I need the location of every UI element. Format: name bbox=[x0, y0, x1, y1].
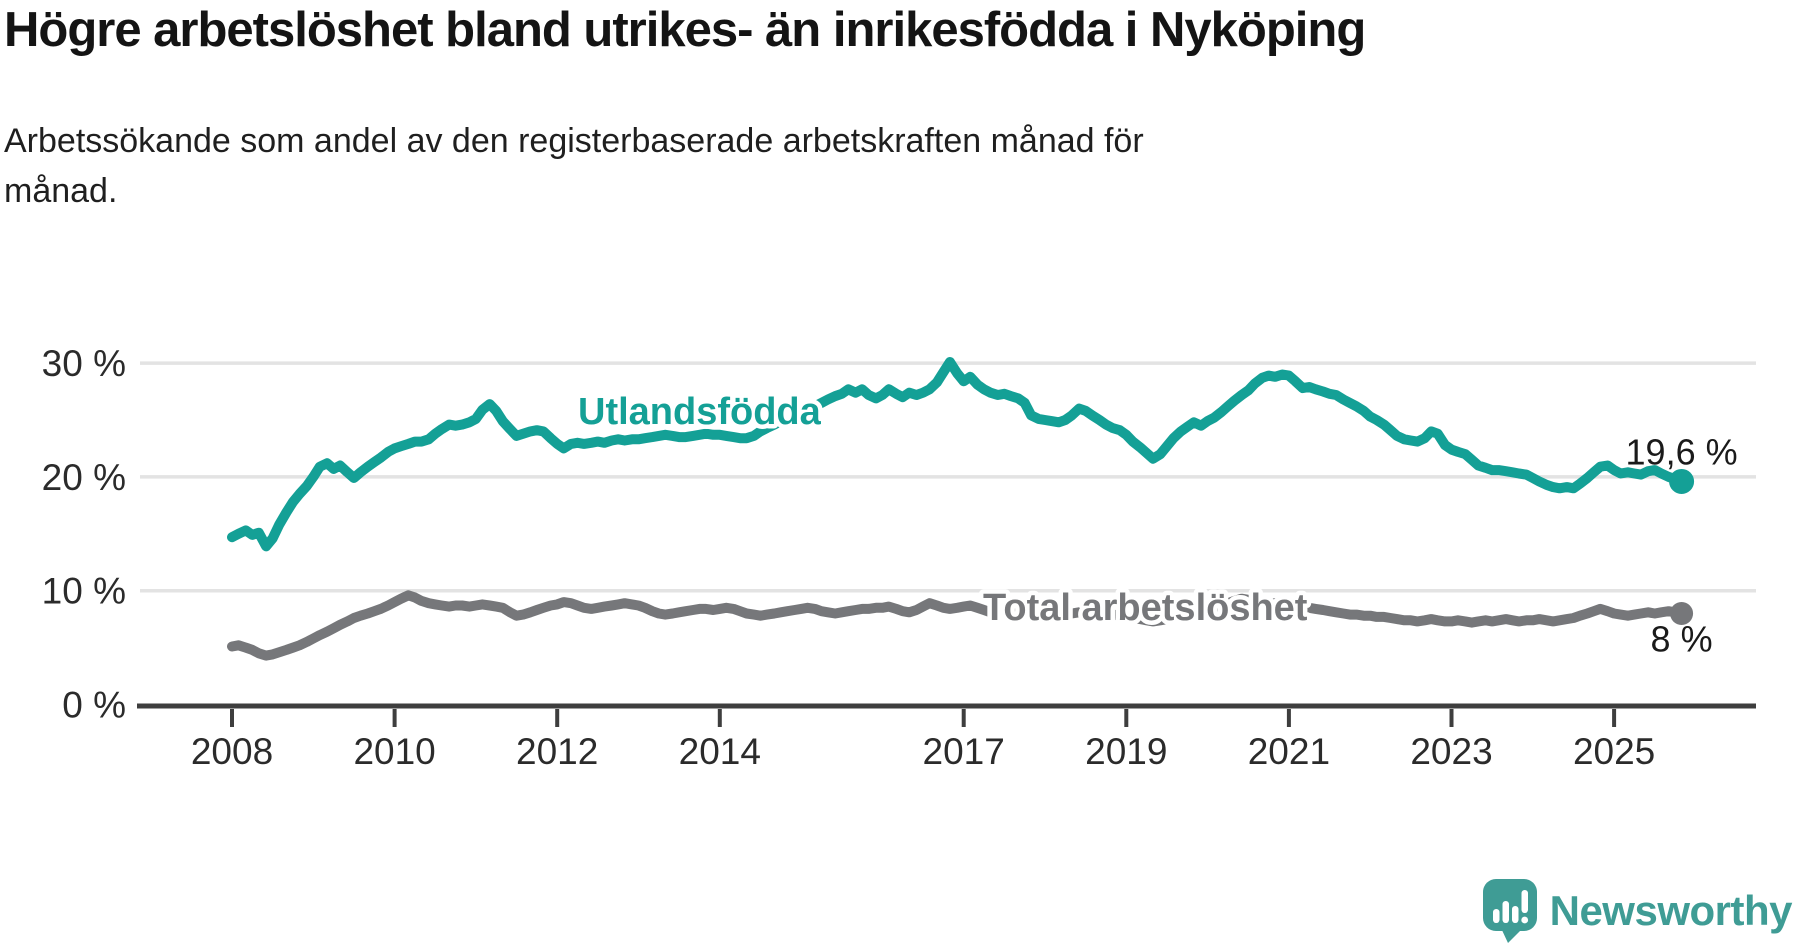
page-title: Högre arbetslöshet bland utrikes- än inr… bbox=[4, 3, 1366, 57]
chart-subtitle-line-1: Arbetssökande som andel av den registerb… bbox=[4, 122, 1144, 160]
x-axis-label: 2023 bbox=[1410, 731, 1492, 772]
x-axis-label: 2017 bbox=[923, 731, 1005, 772]
chart-subtitle: Arbetssökande som andel av den registerb… bbox=[4, 116, 1144, 216]
x-axis-label: 2021 bbox=[1248, 731, 1330, 772]
end-point-marker-utlandsfodda bbox=[1669, 468, 1695, 494]
y-axis-label: 10 % bbox=[42, 571, 126, 612]
end-value-label-total: 8 % bbox=[1651, 618, 1713, 659]
end-point-marker-total bbox=[1670, 601, 1694, 625]
chart-subtitle-line-2: månad. bbox=[4, 172, 118, 210]
newsworthy-logo: Newsworthy bbox=[1482, 878, 1793, 944]
logo-exclamation-bar bbox=[1521, 890, 1528, 913]
x-axis-label: 2019 bbox=[1085, 731, 1167, 772]
logo-exclamation-dot bbox=[1520, 916, 1528, 924]
newsworthy-logo-text: Newsworthy bbox=[1549, 887, 1793, 934]
series-label-total: Total arbetslöshet bbox=[983, 587, 1308, 629]
logo-bar-1 bbox=[1492, 909, 1500, 923]
y-axis-label: 30 % bbox=[42, 343, 126, 384]
end-value-label-utlandsfodda: 19,6 % bbox=[1626, 431, 1738, 472]
logo-bar-3 bbox=[1511, 906, 1519, 923]
newsworthy-logo-icon bbox=[1482, 879, 1537, 943]
series-line-total bbox=[227, 590, 1687, 661]
x-axis-label: 2008 bbox=[191, 731, 273, 772]
x-axis-label: 2012 bbox=[516, 731, 598, 772]
logo-bar-2 bbox=[1502, 901, 1509, 923]
y-axis-label: 0 % bbox=[62, 685, 126, 726]
x-axis-label: 2010 bbox=[353, 731, 435, 772]
series-line-utlandsfodda bbox=[227, 357, 1687, 552]
series-label-utlandsfodda: Utlandsfödda bbox=[578, 391, 822, 433]
x-axis-label: 2025 bbox=[1573, 731, 1655, 772]
x-axis-label: 2014 bbox=[679, 731, 761, 772]
y-axis-label: 20 % bbox=[42, 457, 126, 498]
